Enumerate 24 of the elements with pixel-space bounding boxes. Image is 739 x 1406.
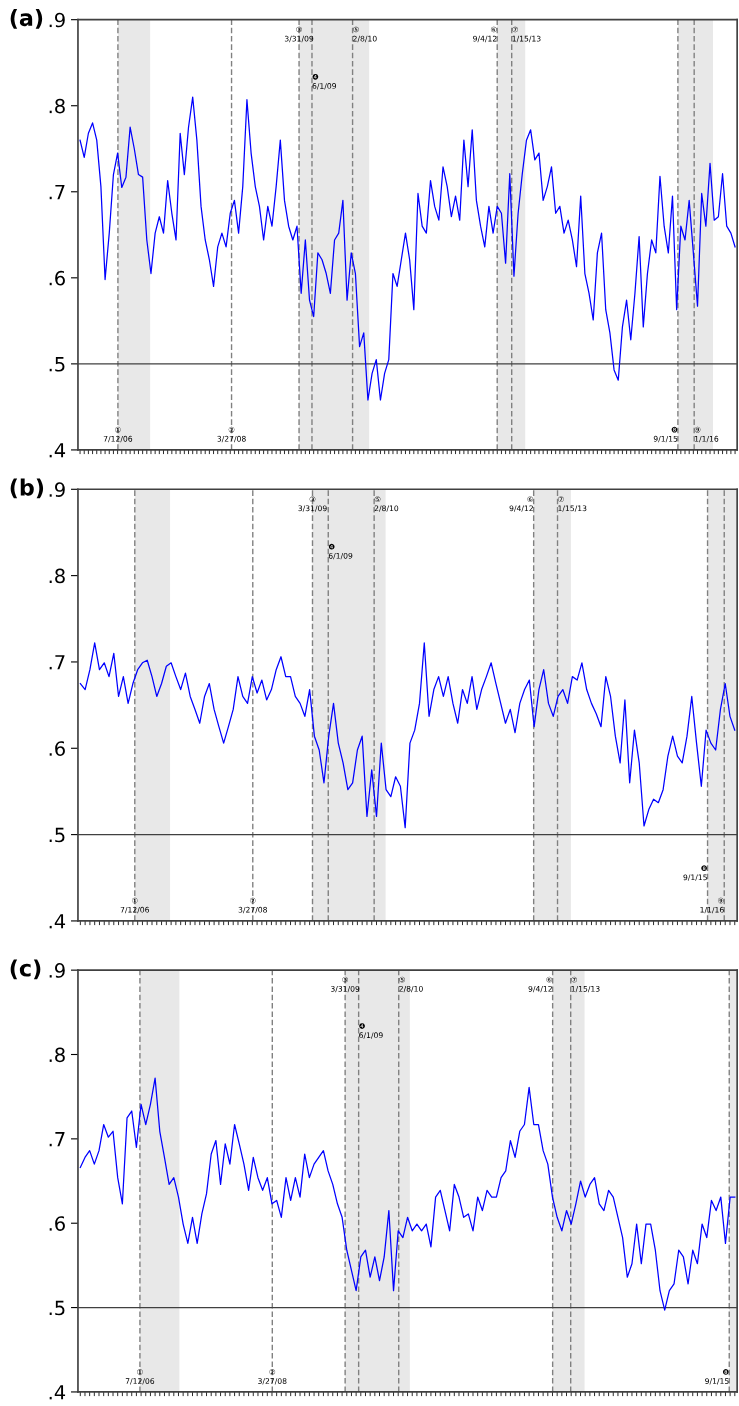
y-tick-label: .6 <box>49 1216 65 1231</box>
y-tick-label: .7 <box>49 184 65 200</box>
chart-title: (b) <box>10 478 44 499</box>
y-tick-label: .6 <box>49 741 65 756</box>
y-tick-label: .9 <box>49 12 65 28</box>
y-tick-label: .6 <box>49 270 65 286</box>
line-series <box>79 1077 736 1311</box>
line-series <box>79 642 736 829</box>
y-tick-label: .8 <box>49 1047 65 1063</box>
y-tick-label: .5 <box>49 357 65 372</box>
y-tick-label: .7 <box>49 1132 65 1147</box>
y-tick-label: .4 <box>49 443 66 458</box>
y-tick-label: .8 <box>49 568 65 584</box>
y-tick-label: .9 <box>49 963 65 978</box>
y-tick-label: .8 <box>49 98 65 114</box>
y-tick-label: .4 <box>49 1385 66 1400</box>
y-tick-label: .5 <box>49 827 65 843</box>
chart-title: (c) <box>10 959 41 980</box>
y-tick-label: .5 <box>49 1300 65 1316</box>
line-series <box>79 96 736 401</box>
y-tick-label: .7 <box>49 655 65 670</box>
y-tick-label: .9 <box>49 482 65 497</box>
y-tick-label: .4 <box>49 914 66 929</box>
chart-title: (a) <box>10 8 43 29</box>
